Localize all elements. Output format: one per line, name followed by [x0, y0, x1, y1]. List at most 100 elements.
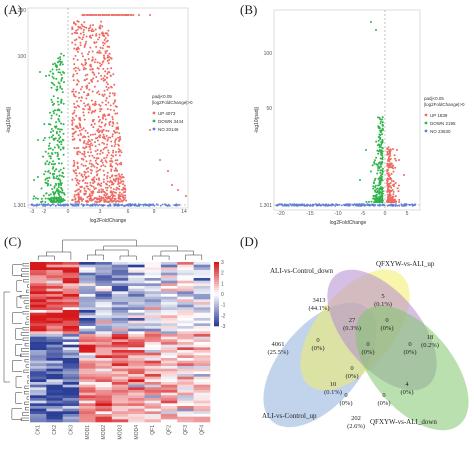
heatmap-cell [79, 358, 96, 361]
point-down [60, 128, 63, 131]
point-down [379, 187, 381, 190]
heatmap-cell [79, 368, 96, 372]
point-up [123, 184, 126, 187]
point-down [51, 68, 54, 71]
point-up [76, 72, 79, 75]
point-up [83, 193, 86, 196]
scale-segment [214, 300, 219, 303]
point-down [56, 188, 59, 190]
point-up [102, 77, 105, 80]
point-up [386, 180, 389, 183]
dendrogram-branch [152, 255, 170, 260]
heatmap-cell [160, 395, 178, 399]
point-up [124, 188, 127, 191]
heatmap-cell [128, 360, 145, 364]
heatmap-cell [79, 272, 96, 276]
point-up [113, 94, 116, 97]
heatmap-cell [144, 366, 162, 369]
point-up [103, 135, 106, 138]
point-up [71, 178, 74, 181]
point-up [103, 142, 106, 145]
point-up [103, 124, 106, 127]
point-up [82, 68, 85, 71]
heatmap-cell [62, 384, 80, 388]
point-up [96, 136, 99, 139]
heatmap-cell [62, 264, 80, 268]
heatmap-cell [79, 419, 96, 423]
point-up [118, 191, 121, 194]
point-up [387, 159, 390, 162]
point-up [82, 108, 85, 110]
heatmap-cell [46, 395, 64, 399]
point-up [99, 104, 102, 107]
point-up [386, 162, 389, 165]
heatmap-cell [62, 326, 80, 329]
point-down [56, 143, 59, 146]
point-down [48, 194, 50, 197]
point-down [375, 195, 378, 198]
point-down [375, 193, 378, 196]
point-down [46, 184, 49, 187]
heatmap-cell [95, 374, 113, 377]
point-up [397, 184, 400, 187]
heatmap-cell [160, 371, 178, 375]
point-up [80, 196, 83, 199]
panel-b-y-tick: 100 [264, 51, 273, 57]
heatmap-cell [128, 374, 145, 377]
heatmap-cell [111, 307, 129, 311]
heatmap-cell [193, 398, 211, 401]
point-down [379, 122, 382, 125]
point-up [101, 47, 104, 50]
heatmap-cell [95, 339, 113, 343]
point-up [95, 170, 98, 173]
point-up [100, 188, 103, 191]
heatmap-cell [144, 350, 162, 353]
point-up [105, 40, 108, 43]
heatmap-cell [177, 299, 194, 303]
heatmap-cell [128, 371, 145, 375]
heatmap-cell [62, 390, 80, 393]
point-up [80, 96, 83, 99]
point-up [72, 128, 75, 131]
heatmap-cell [177, 414, 194, 417]
heatmap-cell [95, 312, 113, 316]
heatmap-cell [160, 264, 178, 268]
point-up [392, 170, 395, 173]
point-down [59, 136, 62, 139]
point-down [52, 110, 55, 113]
heatmap-cell [62, 312, 80, 316]
point-up [81, 175, 84, 178]
point-no [164, 203, 166, 206]
heatmap-cell [95, 275, 113, 279]
panel-a-frame [27, 7, 189, 209]
point-up [76, 126, 78, 129]
heatmap-cell [144, 286, 162, 289]
dendrogram-branch [24, 359, 29, 363]
heatmap-cell [79, 392, 96, 396]
point-up [390, 190, 393, 193]
point-up [93, 73, 96, 76]
venn-region-count: 0 [344, 392, 347, 399]
point-up [77, 80, 80, 83]
point-down [63, 81, 65, 84]
heatmap-cell [128, 304, 145, 308]
heatmap-cell [177, 411, 194, 415]
heatmap-cell [177, 272, 194, 276]
point-up [82, 198, 85, 201]
point-up [96, 166, 98, 169]
heatmap-cell [46, 291, 64, 295]
heatmap-cell [177, 355, 194, 359]
heatmap-cell [62, 342, 80, 345]
heatmap-cell [111, 336, 129, 340]
heatmap-cell [160, 411, 178, 415]
point-up [75, 38, 78, 41]
point-up [105, 85, 108, 88]
point-down [55, 177, 58, 180]
point-up [81, 38, 84, 41]
point-up [82, 114, 85, 117]
scale-segment [214, 298, 219, 301]
heatmap-cell [144, 384, 162, 388]
point-down [57, 189, 60, 192]
heatmap-cell [79, 264, 96, 268]
point-up [120, 176, 123, 179]
